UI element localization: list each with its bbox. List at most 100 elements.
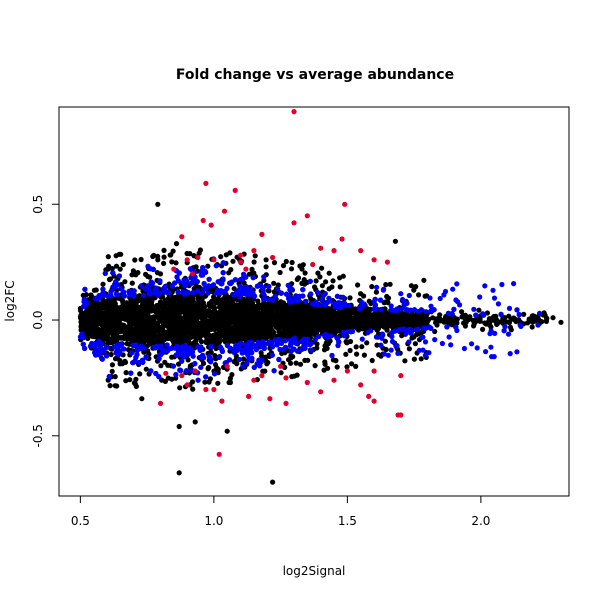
- highlight-point: [213, 263, 219, 269]
- data-point: [404, 312, 410, 318]
- highlight-point: [283, 344, 289, 350]
- data-point: [316, 319, 322, 325]
- data-point: [278, 299, 284, 305]
- highlight-point: [396, 306, 402, 312]
- highlight-point: [164, 342, 170, 348]
- data-point: [219, 312, 225, 318]
- data-point: [232, 358, 238, 364]
- highlight-point: [258, 283, 264, 289]
- highlight-point: [179, 358, 185, 364]
- data-point: [206, 301, 212, 307]
- highlight-point: [201, 286, 207, 292]
- data-point: [359, 344, 365, 350]
- data-point: [123, 314, 129, 320]
- highlight-point: [231, 349, 237, 355]
- data-point: [143, 307, 149, 313]
- data-point: [385, 300, 391, 306]
- highlight-point: [93, 346, 99, 352]
- data-point: [105, 254, 111, 260]
- highlight-point: [174, 274, 180, 280]
- highlight-point: [148, 368, 154, 374]
- data-point: [295, 275, 302, 281]
- data-point: [352, 309, 358, 315]
- data-point: [145, 348, 151, 354]
- highlight-point: [349, 328, 355, 334]
- data-point: [344, 316, 350, 323]
- data-point: [202, 303, 208, 309]
- data-point: [250, 306, 256, 312]
- data-point: [383, 318, 389, 324]
- highlight-point: [83, 298, 89, 304]
- highlight-point: [292, 335, 298, 341]
- data-point: [134, 324, 140, 330]
- data-point: [122, 358, 128, 364]
- data-point: [421, 277, 427, 283]
- data-point: [325, 317, 331, 323]
- data-point: [402, 358, 408, 364]
- data-point: [239, 311, 245, 317]
- highlight-point: [219, 281, 225, 287]
- highlight-point: [420, 347, 426, 353]
- data-point: [410, 312, 416, 318]
- highlight-point: [127, 291, 133, 298]
- data-point: [171, 299, 177, 305]
- highlight-point: [198, 364, 204, 370]
- data-point: [373, 289, 379, 295]
- highlight-point: [220, 276, 226, 282]
- highlight-point: [202, 268, 208, 274]
- data-point: [228, 267, 234, 273]
- highlight-point: [276, 340, 282, 346]
- highlight-point: [128, 370, 134, 376]
- data-point: [366, 322, 372, 328]
- data-point: [412, 341, 418, 347]
- data-point: [312, 331, 318, 337]
- data-point: [122, 279, 128, 285]
- data-point: [136, 308, 142, 314]
- data-point: [190, 386, 196, 392]
- highlight-point: [177, 367, 183, 373]
- highlight-point: [82, 345, 88, 351]
- data-point: [271, 280, 277, 286]
- data-point: [343, 322, 349, 328]
- data-point: [143, 271, 149, 277]
- data-point: [343, 351, 349, 357]
- data-point: [296, 325, 302, 331]
- data-point: [406, 322, 412, 328]
- highlight-point: [108, 289, 114, 295]
- highlight-point: [242, 349, 248, 355]
- highlight-point: [398, 327, 404, 333]
- data-point: [261, 319, 267, 325]
- data-point: [343, 339, 349, 345]
- data-point: [187, 319, 193, 325]
- data-point: [219, 319, 225, 325]
- highlight-point: [271, 368, 277, 374]
- highlight-point: [179, 347, 186, 353]
- highlight-point: [308, 291, 314, 297]
- highlight-point: [356, 306, 362, 312]
- data-point: [421, 313, 427, 320]
- data-point: [225, 311, 231, 317]
- highlight-point: [255, 339, 261, 345]
- highlight-point: [406, 339, 412, 345]
- highlight-point: [100, 290, 106, 296]
- data-point: [83, 292, 89, 298]
- data-point: [382, 338, 388, 344]
- highlight-point: [415, 326, 421, 332]
- data-point: [399, 333, 405, 339]
- data-point: [471, 321, 477, 327]
- data-point: [107, 276, 113, 282]
- highlight-point: [321, 302, 327, 308]
- data-point: [362, 323, 368, 329]
- highlight-point: [380, 287, 386, 293]
- data-point: [237, 324, 243, 330]
- data-point: [129, 272, 135, 278]
- data-point: [108, 351, 114, 358]
- data-point: [391, 316, 397, 322]
- data-point: [173, 260, 179, 266]
- data-point: [124, 341, 130, 347]
- data-point: [199, 315, 205, 321]
- data-point: [232, 306, 238, 312]
- data-point: [313, 278, 319, 284]
- highlight-point: [244, 286, 250, 292]
- data-point: [263, 358, 269, 364]
